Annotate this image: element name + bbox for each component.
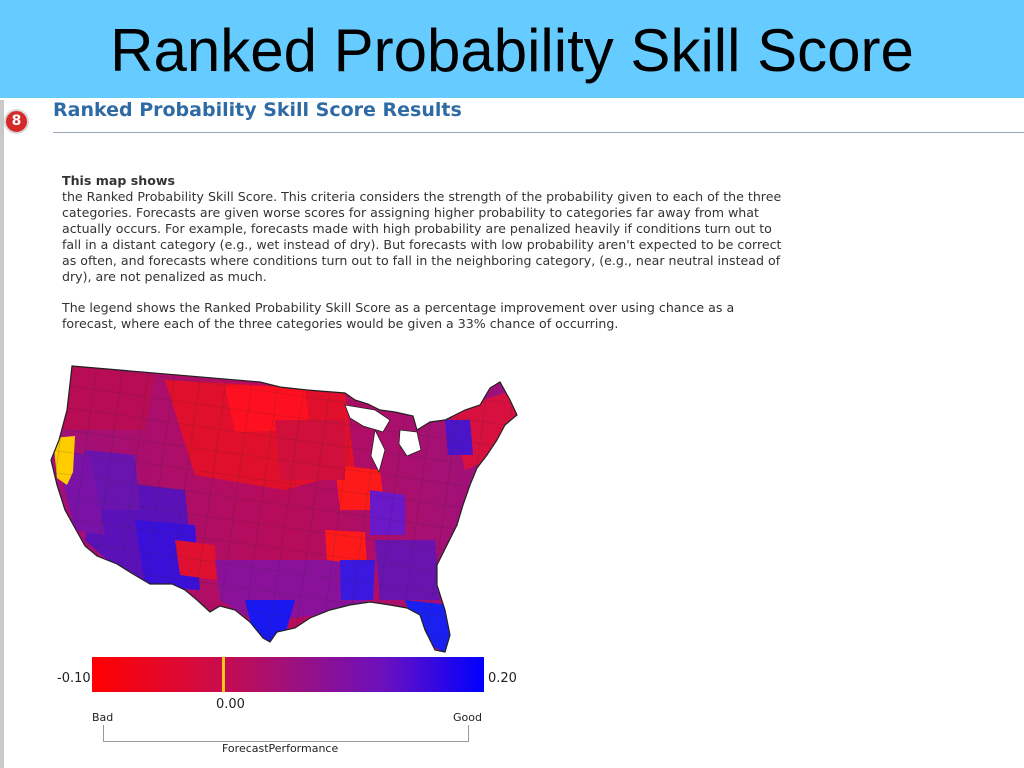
heading-divider <box>53 132 1024 133</box>
map-regions <box>51 366 517 652</box>
legend-bad-label: Bad <box>92 711 114 724</box>
us-outline <box>50 365 518 653</box>
great-lakes <box>344 404 422 474</box>
legend-bracket <box>103 725 469 742</box>
legend-zero-marker <box>221 657 225 692</box>
description-text-1: the Ranked Probability Skill Score. This… <box>62 189 782 284</box>
section-heading: Ranked Probability Skill Score Results <box>53 99 462 121</box>
title-bar <box>0 0 1024 98</box>
legend-color-scale <box>92 657 484 692</box>
left-edge-border <box>0 100 4 768</box>
description-paragraph-2: The legend shows the Ranked Probability … <box>62 300 735 331</box>
legend-zero-label: 0.00 <box>216 697 245 712</box>
legend-max-label: 0.20 <box>488 671 517 686</box>
map-description: This map shows the Ranked Probability Ski… <box>62 173 782 347</box>
description-lead: This map shows <box>62 173 176 188</box>
step-number-badge: 8 <box>4 109 29 134</box>
legend-caption: ForecastPerformance <box>222 742 339 755</box>
legend-min-label: -0.10 <box>57 671 91 686</box>
slide-title: Ranked Probability Skill Score <box>110 17 914 84</box>
legend-good-label: Good <box>453 711 482 724</box>
us-skill-map <box>50 365 518 653</box>
description-paragraph-1: This map shows the Ranked Probability Ski… <box>62 173 782 285</box>
